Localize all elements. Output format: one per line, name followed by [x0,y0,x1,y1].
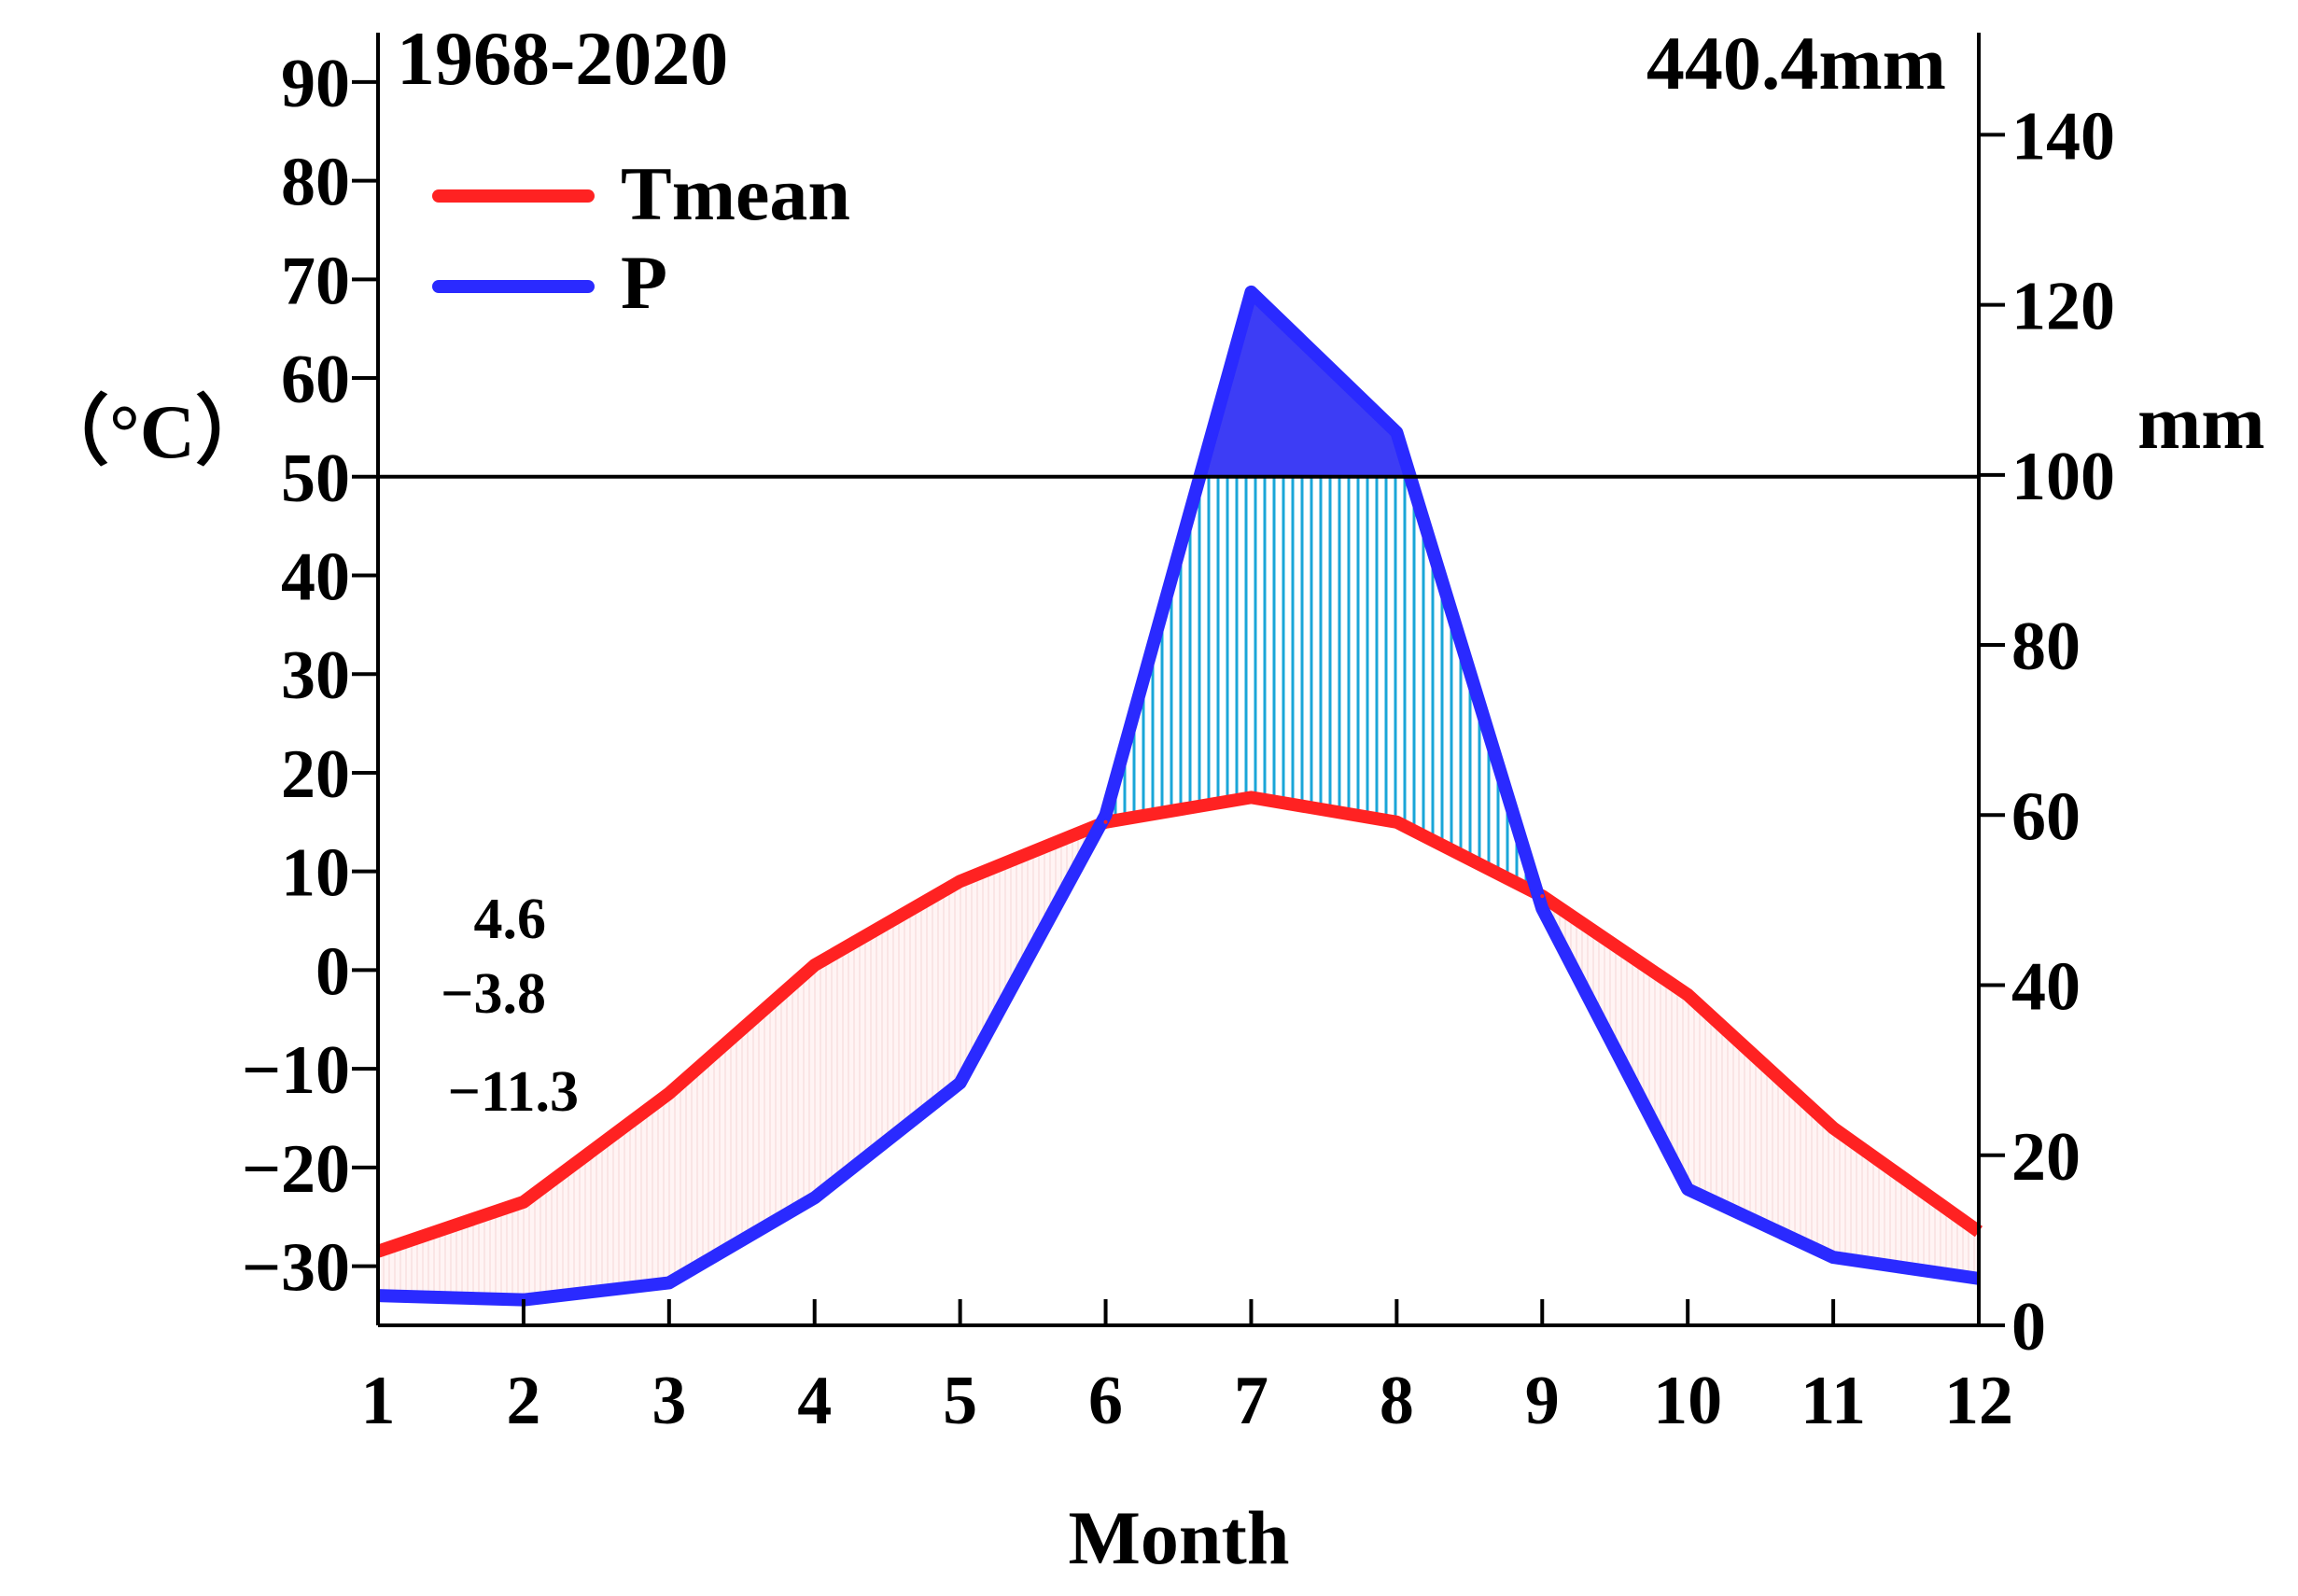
precip-point-11 [1831,1255,1836,1260]
x-tick-label: 8 [1380,1363,1414,1439]
humid-period-fill [1100,476,1536,893]
legend: Tmean P [432,151,850,325]
x-tick-label: 4 [797,1363,832,1439]
right-tick-label: 20 [2011,1119,2081,1196]
x-tick-label: 10 [1653,1363,1722,1439]
x-axis-label: Month [1069,1495,1290,1580]
precip-line [377,285,1981,1307]
annotation-temp-3: −11.3 [448,1060,579,1124]
precip-point-10 [1686,1187,1690,1192]
x-tick-label: 11 [1801,1363,1866,1439]
right-tick-label: 40 [2011,949,2081,1026]
tmean-line [375,791,1983,1258]
annotation-temp-2: −3.8 [441,962,546,1026]
period-label: 1968-2020 [397,16,728,101]
left-axis-label: （°C） [33,389,272,474]
x-tick-label: 3 [652,1363,686,1439]
left-tick-label: 90 [281,46,350,122]
left-tick-label: 50 [281,441,350,517]
x-tick-label: 12 [1944,1363,2013,1439]
axes: −30 −20 −10 0 10 20 30 40 50 60 70 80 90 0 20 40 60 80 100… [242,33,2115,1439]
tmean-point-8 [1394,819,1399,824]
left-tick-label: −10 [242,1032,350,1109]
left-tick-label: 60 [281,342,350,418]
precip-point-9 [1540,906,1545,911]
x-tick-label: 7 [1234,1363,1268,1439]
precip-point-5 [958,1081,962,1085]
x-tick-label: 9 [1525,1363,1560,1439]
left-tick-label: −30 [242,1230,350,1307]
left-tick-label: 10 [281,835,350,912]
tmean-point-9 [1540,894,1545,899]
tmean-point-5 [958,879,962,884]
x-tick-label: 2 [506,1363,540,1439]
right-axis-label: mm [2137,380,2265,465]
tmean-point-4 [812,963,817,968]
left-tick-label: 0 [315,933,350,1010]
text-labels: 1968-2020 440.4mm （°C） mm Month 4.6 −3.8… [33,16,2265,1580]
legend-label-tmean: Tmean [621,151,850,236]
series-lines [375,285,1983,1307]
right-tick-label: 140 [2011,98,2115,175]
tmean-point-7 [1249,795,1254,800]
precip-point-6 [1103,813,1108,818]
left-tick-label: 80 [281,145,350,221]
left-tick-label: 20 [281,736,350,813]
tmean-point-2 [521,1199,525,1204]
tmean-point-10 [1686,992,1690,997]
left-tick-label: 40 [281,539,350,615]
right-tick-label: 120 [2011,269,2115,345]
perhumid-period-fill [1202,293,1408,477]
tmean-point-11 [1831,1126,1836,1130]
dry-period-fill [1538,894,1979,1279]
tmean-point-3 [666,1091,671,1096]
right-tick-label: 0 [2011,1289,2046,1365]
left-tick-label: 30 [281,637,350,714]
right-tick-label: 100 [2011,439,2115,515]
right-tick-label: 80 [2011,609,2081,685]
x-tick-label: 1 [361,1363,396,1439]
precip-point-7 [1249,289,1254,294]
legend-label-p: P [621,240,667,325]
total-precip-label: 440.4mm [1646,21,1946,105]
x-tick-label: 6 [1088,1363,1123,1439]
x-tick-label: 5 [943,1363,977,1439]
tmean-point-6 [1103,819,1108,824]
precip-point-3 [666,1281,671,1285]
precip-point-4 [812,1196,817,1200]
right-tick-label: 60 [2011,778,2081,855]
left-tick-label: 70 [281,243,350,319]
annotation-temp-1: 4.6 [474,888,547,951]
fill-areas [378,293,1979,1300]
precip-point-8 [1394,430,1399,435]
left-tick-label: −20 [242,1131,350,1208]
